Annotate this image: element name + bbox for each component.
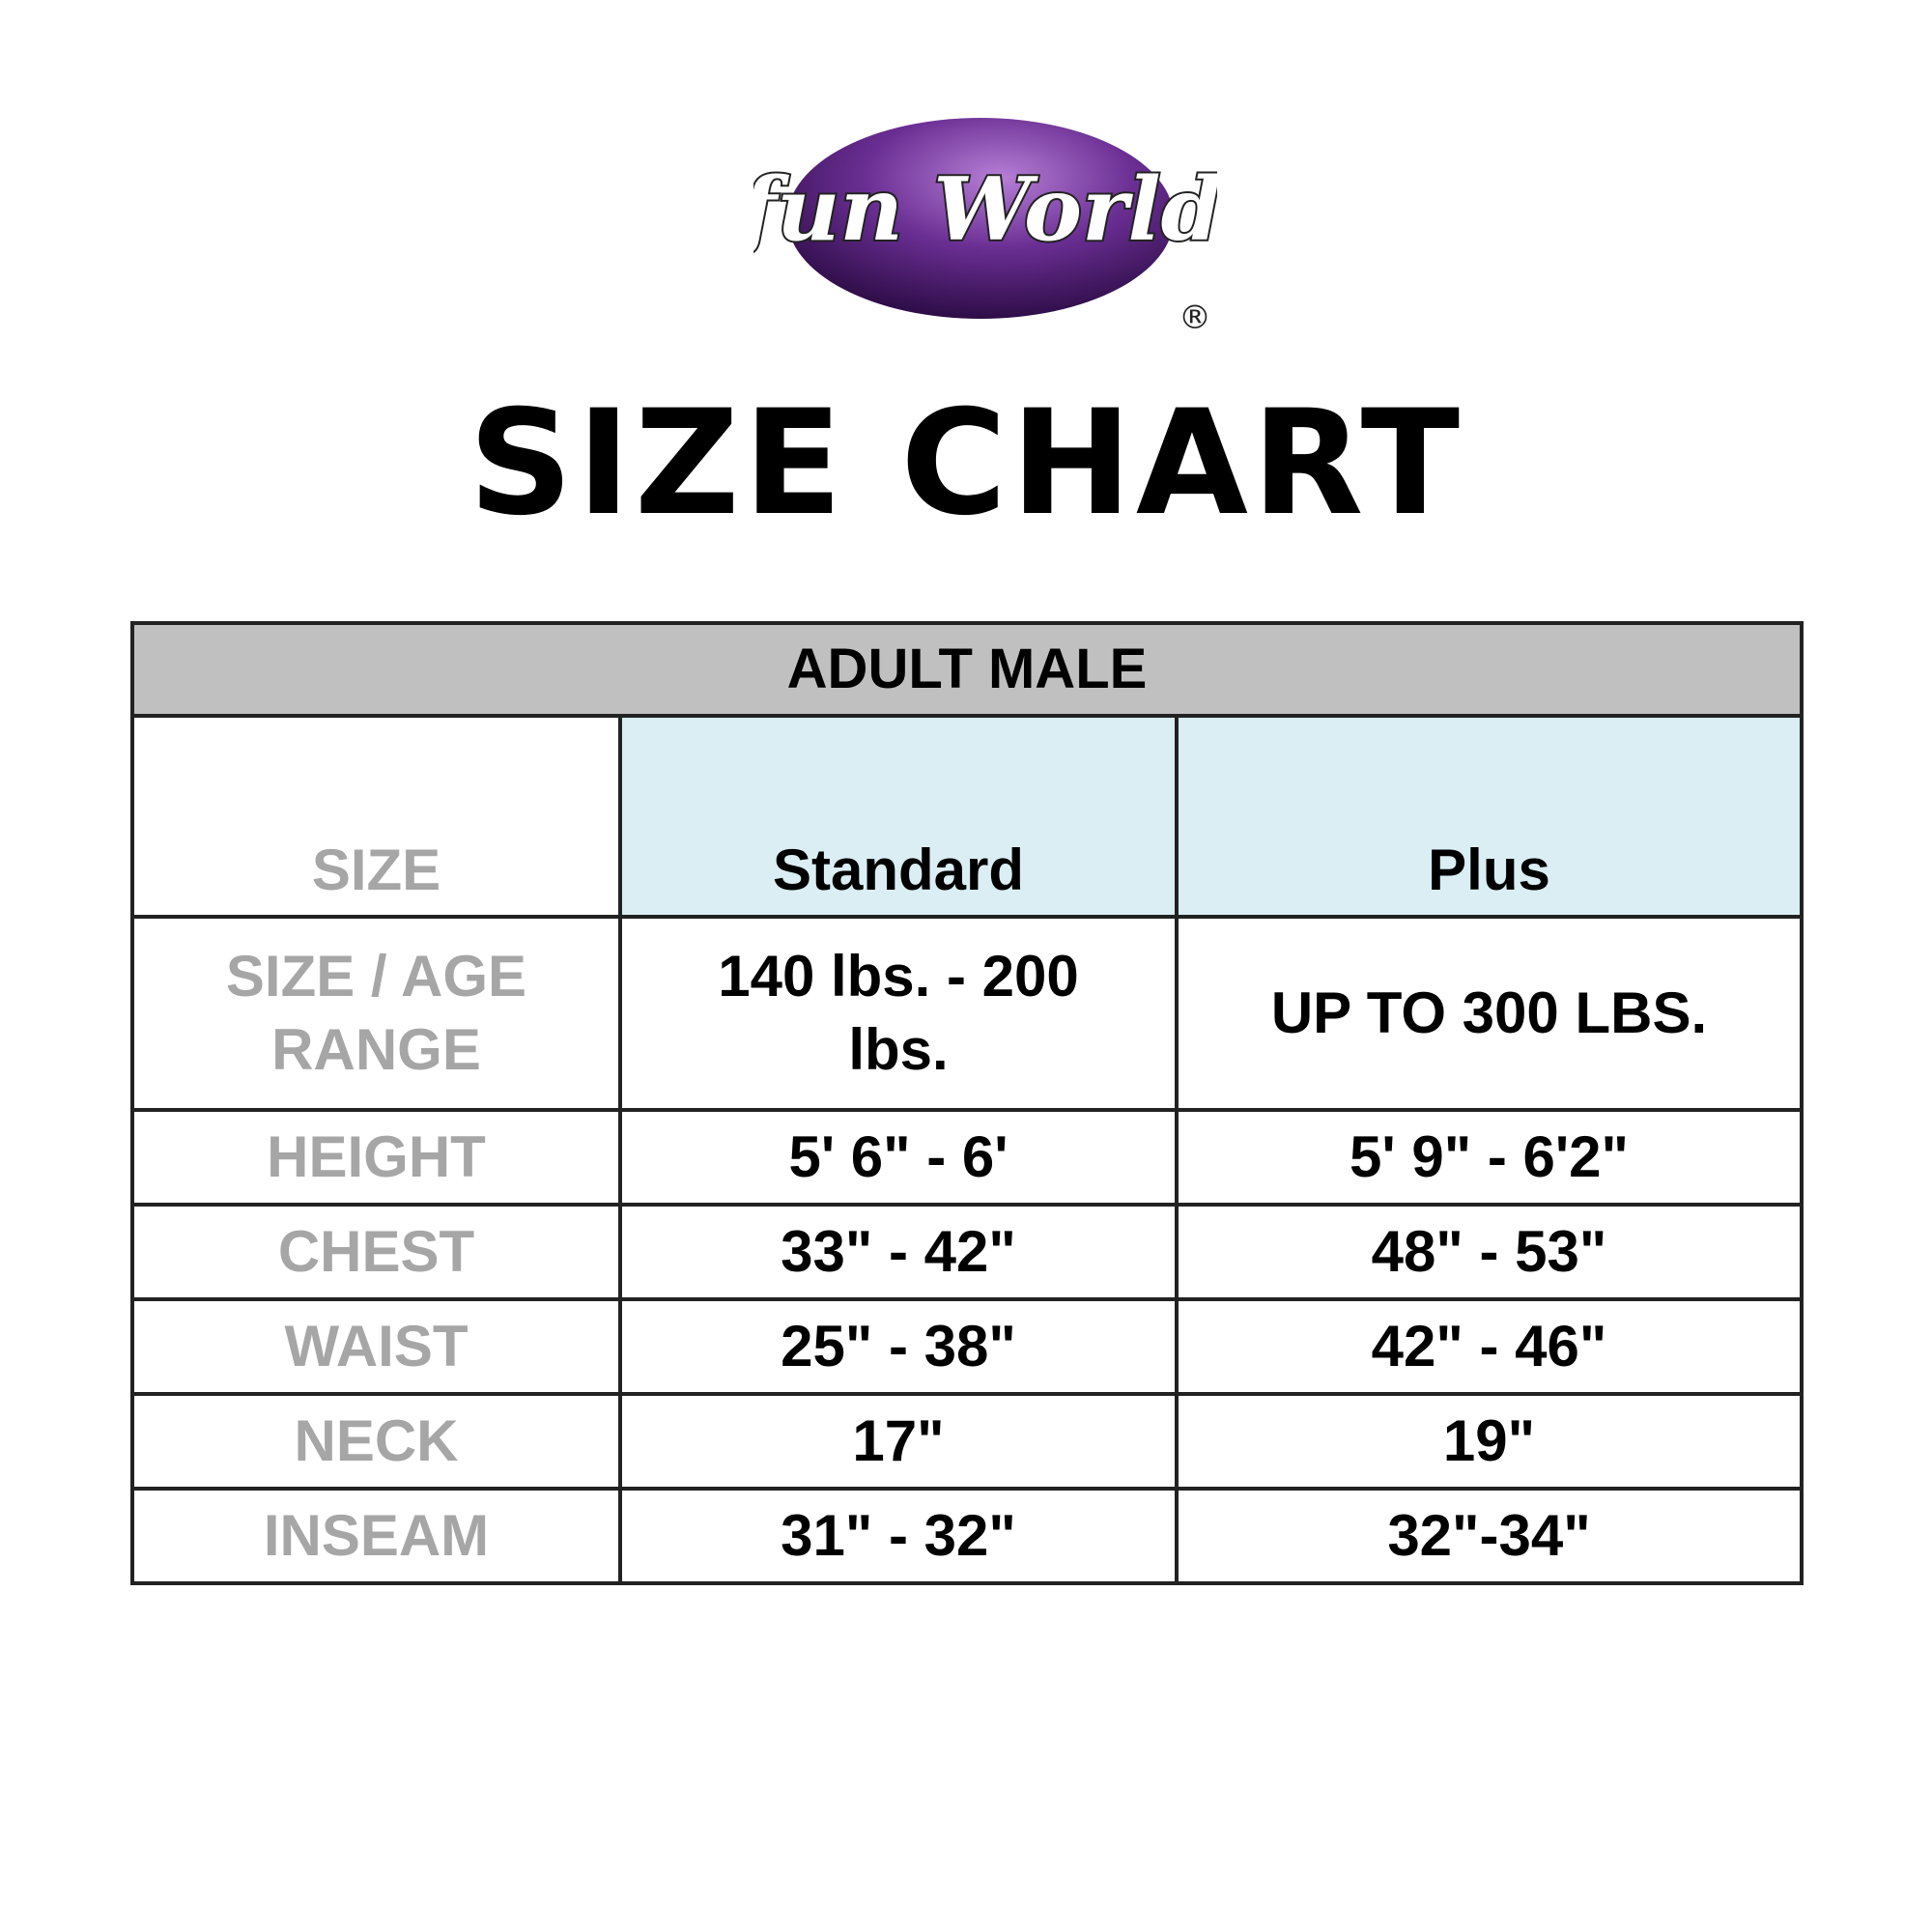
- plus-value: 32"-34": [1175, 1487, 1804, 1585]
- plus-value: 19": [1175, 1392, 1804, 1491]
- row-label: HEIGHT: [130, 1108, 622, 1207]
- plus-value: 42" - 46": [1175, 1297, 1804, 1396]
- column-header-size: SIZE: [130, 714, 622, 919]
- column-header-row: SIZE Standard Plus: [130, 714, 1804, 919]
- svg-text:fun World: fun World: [753, 158, 1217, 261]
- standard-value: 5' 6" - 6': [618, 1108, 1179, 1207]
- table-row: INSEAM 31" - 32" 32"-34": [130, 1487, 1804, 1585]
- standard-value: 31" - 32": [618, 1487, 1179, 1585]
- row-label: WAIST: [130, 1297, 622, 1396]
- page-title: SIZE CHART: [468, 380, 1464, 548]
- plus-value: UP TO 300 LBS.: [1175, 915, 1804, 1112]
- row-label: SIZE / AGE RANGE: [130, 915, 622, 1112]
- standard-value: 17": [618, 1392, 1179, 1491]
- row-label: CHEST: [130, 1203, 622, 1301]
- table-row: NECK 17" 19": [130, 1392, 1804, 1491]
- table-row: CHEST 33" - 42" 48" - 53": [130, 1203, 1804, 1301]
- standard-value: 33" - 42": [618, 1203, 1179, 1301]
- plus-value: 5' 9" - 6'2": [1175, 1108, 1804, 1207]
- svg-text:®: ®: [1179, 298, 1211, 336]
- fun-world-logo: fun World ®: [753, 118, 1217, 336]
- group-header: ADULT MALE: [130, 621, 1804, 718]
- row-label: INSEAM: [130, 1487, 622, 1585]
- size-chart-table: ADULT MALE SIZE Standard Plus SIZE / AGE…: [130, 621, 1804, 1585]
- standard-value: 140 lbs. - 200 lbs.: [618, 915, 1179, 1112]
- group-header-row: ADULT MALE: [130, 621, 1804, 718]
- table-row: WAIST 25" - 38" 42" - 46": [130, 1297, 1804, 1396]
- table-row: SIZE / AGE RANGE 140 lbs. - 200 lbs. UP …: [130, 915, 1804, 1112]
- standard-value: 25" - 38": [618, 1297, 1179, 1396]
- column-header-standard: Standard: [618, 714, 1179, 919]
- table-row: HEIGHT 5' 6" - 6' 5' 9" - 6'2": [130, 1108, 1804, 1207]
- plus-value: 48" - 53": [1175, 1203, 1804, 1301]
- row-label: NECK: [130, 1392, 622, 1491]
- column-header-plus: Plus: [1175, 714, 1804, 919]
